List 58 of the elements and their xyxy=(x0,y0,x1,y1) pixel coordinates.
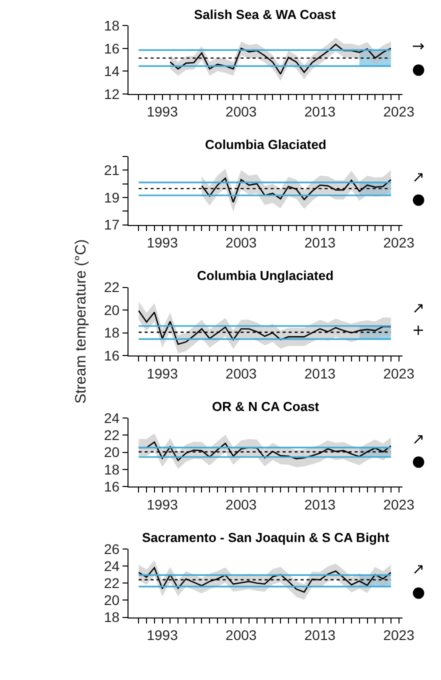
y-tick-label: 22 xyxy=(104,427,120,444)
x-tick-label: 2023 xyxy=(383,234,415,251)
chart-title: OR & N CA Coast xyxy=(212,399,320,414)
y-tick-label: 18 xyxy=(104,609,120,626)
chart-title: Salish Sea & WA Coast xyxy=(194,7,337,22)
y-tick-label: 20 xyxy=(104,592,120,608)
line-series xyxy=(138,567,392,593)
x-tick-label: 2013 xyxy=(304,104,336,120)
text: ↗ xyxy=(412,560,425,578)
y-tick-label: 16 xyxy=(104,348,120,364)
x-tick-label: 2003 xyxy=(226,234,257,251)
x-tick-label: 2003 xyxy=(226,104,257,120)
y-tick-label: 18 xyxy=(104,461,120,478)
y-tick-label: 17 xyxy=(104,216,120,233)
y-tick-label: 24 xyxy=(104,410,120,426)
chart-title: Columbia Unglaciated xyxy=(197,268,334,283)
y-tick-label: 18 xyxy=(104,17,120,34)
y-tick-label: 20 xyxy=(104,444,120,460)
text: ↗ xyxy=(412,430,425,448)
chart-title: Columbia Glaciated xyxy=(205,137,326,152)
y-tick-label: 18 xyxy=(104,324,120,341)
x-tick-label: 1993 xyxy=(146,104,178,120)
x-tick-label: 1993 xyxy=(146,234,178,251)
text: ● xyxy=(412,190,426,208)
x-tick-label: 2003 xyxy=(226,365,257,382)
y-tick-label: 24 xyxy=(104,558,120,574)
chart-title: Sacramento - San Joaquin & S CA Bight xyxy=(142,530,390,545)
text: ● xyxy=(412,583,426,601)
x-tick-label: 2023 xyxy=(383,365,415,382)
x-tick-label: 1993 xyxy=(146,627,178,644)
x-tick-label: 2023 xyxy=(383,627,415,644)
y-tick-label: 22 xyxy=(104,279,120,296)
x-tick-label: 1993 xyxy=(146,496,178,512)
text: ↗ xyxy=(412,299,425,317)
text: → xyxy=(412,37,425,55)
text: ● xyxy=(412,452,426,470)
x-tick-label: 2003 xyxy=(226,627,257,644)
y-tick-label: 26 xyxy=(104,540,120,557)
y-tick-label: 21 xyxy=(104,162,120,178)
x-tick-label: 2023 xyxy=(383,496,415,512)
x-tick-label: 2013 xyxy=(304,234,336,251)
y-tick-label: 20 xyxy=(104,302,120,318)
y-tick-label: 19 xyxy=(104,189,120,206)
x-tick-label: 2013 xyxy=(304,627,336,644)
x-tick-label: 2013 xyxy=(304,496,336,512)
y-tick-label: 16 xyxy=(104,478,120,494)
y-tick-label: 12 xyxy=(104,86,120,102)
x-tick-label: 2023 xyxy=(383,104,415,120)
text: ↗ xyxy=(412,168,425,186)
y-axis-title: Stream temperature (°C) xyxy=(72,239,90,404)
text: + xyxy=(412,321,425,339)
y-tick-label: 14 xyxy=(104,63,120,80)
text: ● xyxy=(412,60,426,78)
x-tick-label: 2003 xyxy=(226,496,257,512)
x-tick-label: 2013 xyxy=(304,365,336,382)
x-tick-label: 1993 xyxy=(146,365,178,382)
y-tick-label: 22 xyxy=(104,575,120,592)
y-tick-label: 16 xyxy=(104,40,120,56)
